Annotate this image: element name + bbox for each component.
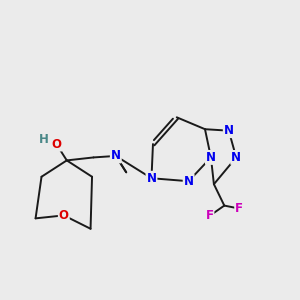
Text: O: O: [59, 209, 69, 222]
Text: N: N: [184, 175, 194, 188]
Text: N: N: [206, 151, 216, 164]
Text: O: O: [51, 138, 62, 151]
Text: N: N: [111, 149, 121, 162]
Text: F: F: [206, 209, 213, 223]
Text: N: N: [146, 172, 157, 185]
Text: N: N: [231, 151, 241, 164]
Text: H: H: [39, 133, 49, 146]
Text: F: F: [235, 202, 243, 215]
Text: N: N: [224, 124, 234, 137]
